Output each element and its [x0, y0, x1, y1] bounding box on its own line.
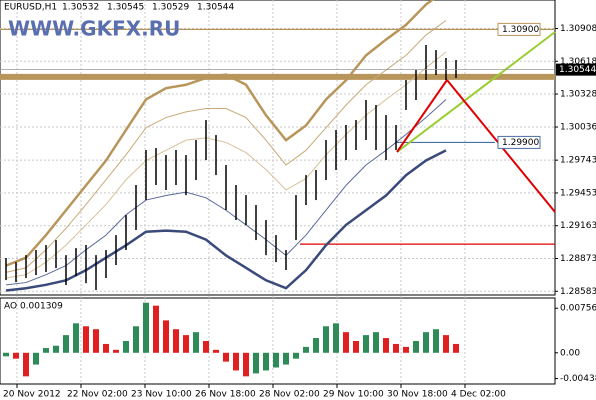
ao-bar — [203, 341, 209, 353]
ao-bar — [113, 349, 119, 353]
ao-bar — [293, 352, 299, 359]
x-tick-label: 29 Nov 10:00 — [323, 390, 384, 400]
ao-bar — [253, 352, 259, 374]
ao-bar — [373, 332, 379, 353]
y-tick-label: 1.28583 — [560, 287, 596, 297]
band-line — [5, 99, 447, 286]
ao-bar — [273, 352, 279, 368]
ao-bar — [73, 323, 79, 353]
ao-bar — [43, 348, 49, 353]
main-panel — [0, 0, 556, 296]
watermark: WWW.GKFX.RU — [8, 17, 180, 41]
ao-bar — [183, 335, 189, 353]
ao-bar — [223, 352, 229, 362]
y-tick-label: 1.30618 — [560, 57, 596, 67]
ao-bar — [93, 329, 99, 353]
trend-line — [396, 79, 448, 153]
ao-bar — [193, 332, 199, 353]
ao-bar — [413, 341, 419, 353]
ao-bar — [363, 335, 369, 353]
ao-bar — [3, 352, 9, 357]
x-tick-label: 30 Nov 18:00 — [387, 390, 448, 400]
ao-bar — [433, 329, 439, 353]
y-tick-label: 1.28873 — [560, 254, 596, 264]
ao-bar — [453, 343, 459, 353]
ao-bar — [13, 352, 19, 359]
level-label-box — [497, 135, 541, 149]
ao-bar — [233, 352, 239, 371]
ao-bar — [103, 343, 109, 353]
ao-bar — [333, 323, 339, 353]
main-layer — [0, 0, 555, 384]
ao-bar — [403, 346, 409, 353]
y-tick-label: 1.30908 — [560, 24, 596, 34]
trend-line — [396, 31, 556, 153]
ao-bar — [33, 352, 39, 365]
band-line — [5, 19, 447, 273]
level-label: 1.30900 — [502, 25, 539, 35]
x-tick-label: 28 Nov 02:00 — [259, 390, 320, 400]
ao-bar — [63, 335, 69, 353]
y-tick-label: 0.00 — [560, 348, 580, 358]
y-tick-label: -0.00438 — [560, 374, 596, 384]
x-tick-label: 23 Nov 10:00 — [131, 390, 192, 400]
y-tick-label: 1.29453 — [560, 188, 596, 198]
ao-bar — [133, 326, 139, 353]
ao-bar — [283, 352, 289, 365]
band-line — [5, 51, 447, 279]
x-tick-label: 20 Nov 2012 — [3, 390, 61, 400]
last-price-label: 1.30544 — [559, 65, 596, 75]
ao-bar — [173, 329, 179, 353]
ao-bar — [143, 302, 149, 353]
band-line — [5, 0, 435, 267]
ao-bar — [423, 332, 429, 353]
ohlc-value: 1.30532 — [62, 3, 99, 13]
last-price-box — [556, 63, 596, 76]
ao-bar — [53, 345, 59, 353]
level-label-box — [497, 22, 541, 36]
ao-bar — [323, 326, 329, 353]
ao-bar — [393, 343, 399, 353]
ao-bar — [213, 349, 219, 353]
ao-bar — [263, 352, 269, 371]
ao-bar — [343, 332, 349, 353]
ao-panel — [0, 297, 556, 385]
ao-bar — [153, 305, 159, 353]
ao-bar — [163, 320, 169, 353]
x-tick-label: 26 Nov 18:00 — [195, 390, 256, 400]
y-tick-label: 1.29743 — [560, 156, 596, 166]
ao-bar — [123, 341, 129, 353]
level-label: 1.29900 — [502, 138, 539, 148]
band-line — [5, 149, 447, 292]
ao-bar — [383, 338, 389, 353]
ohlc-value: 1.30544 — [197, 3, 234, 13]
y-tick-label: 1.29163 — [560, 221, 596, 231]
y-tick-label: 1.30036 — [560, 123, 596, 133]
ao-bar — [313, 338, 319, 353]
ao-bar — [443, 335, 449, 353]
ao-bar — [303, 346, 309, 353]
symbol: EURUSD,H1 — [4, 3, 57, 13]
ao-bar — [243, 352, 249, 377]
y-tick-label: 1.30328 — [560, 90, 596, 100]
ohlc-value: 1.30529 — [152, 3, 189, 13]
ao-title: AO 0.001309 — [4, 302, 63, 312]
ohlc-value: 1.30545 — [107, 3, 144, 13]
x-tick-label: 4 Dec 02:00 — [451, 390, 506, 400]
x-tick-label: 22 Nov 02:00 — [67, 390, 128, 400]
ao-bar — [83, 326, 89, 353]
ao-bar — [23, 352, 29, 377]
y-tick-label: 0.00756 — [560, 304, 596, 314]
ao-bar — [353, 341, 359, 353]
